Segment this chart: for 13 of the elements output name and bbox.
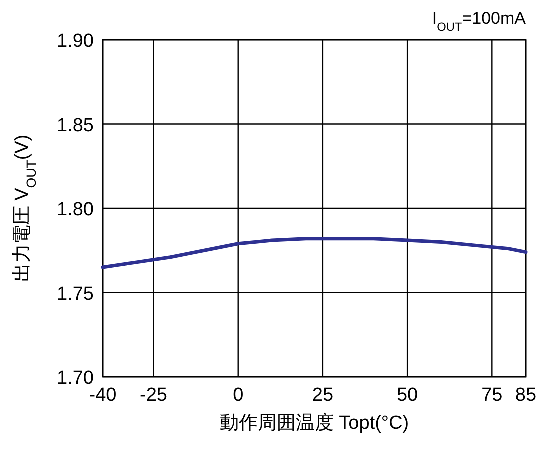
- x-tick-label: -25: [140, 385, 168, 406]
- y-tick-label: 1.75: [57, 284, 94, 305]
- x-tick-label: 85: [515, 385, 537, 406]
- x-axis-title: 動作周囲温度 Topt(°C): [220, 412, 410, 434]
- x-tick-label: 50: [396, 385, 418, 406]
- text: I$_{OUT}$=100mA: [432, 9, 527, 34]
- y-tick-label: 1.85: [57, 115, 94, 136]
- x-tick-label: 75: [482, 385, 503, 406]
- y-tick-label: 1.90: [57, 31, 94, 52]
- y-tick-label: 1.80: [57, 200, 94, 220]
- x-tick-label: 0: [233, 385, 244, 406]
- x-tick-label: 25: [312, 385, 334, 406]
- line-series: [101, 237, 528, 270]
